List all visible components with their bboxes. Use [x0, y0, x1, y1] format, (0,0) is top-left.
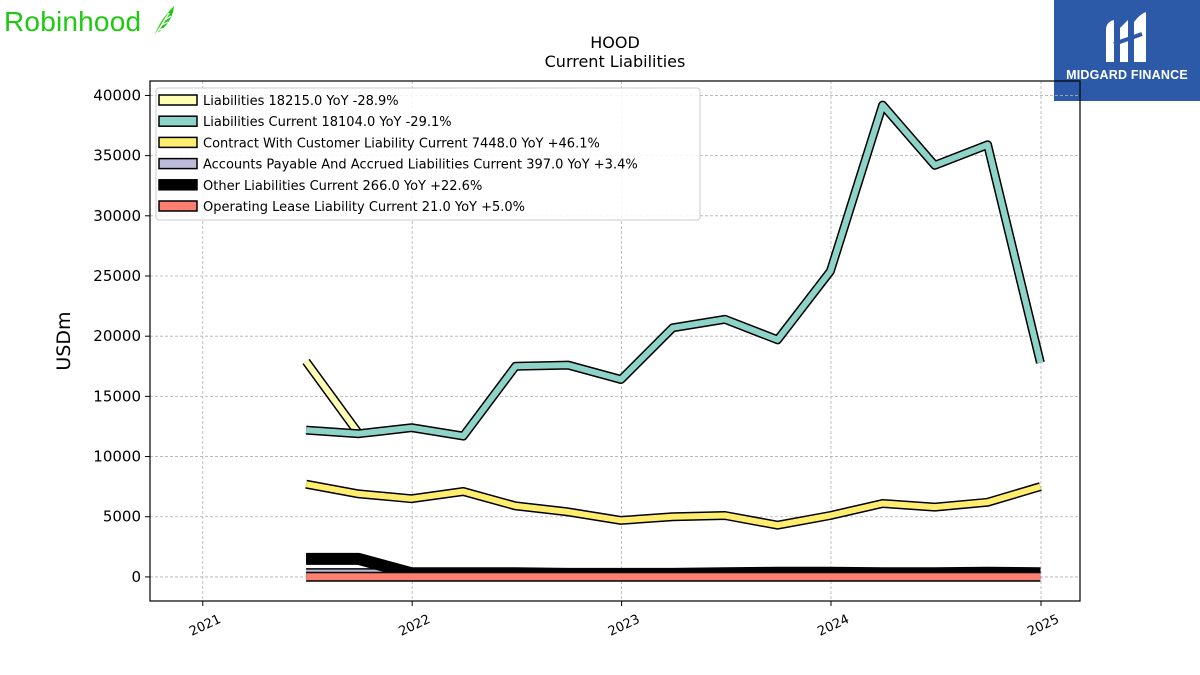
- series-line-2: [305, 481, 1042, 529]
- y-axis-label: USDm: [53, 311, 75, 370]
- legend-swatch-2: [158, 136, 198, 149]
- x-tick-label: 2025: [1025, 612, 1061, 640]
- legend-swatch-3: [158, 157, 198, 170]
- legend-label-0: Liabilities 18215.0 YoY -28.9%: [203, 94, 399, 109]
- legend-swatch-5: [158, 200, 198, 212]
- y-tick-label: 5000: [103, 508, 141, 526]
- legend-swatch-4: [158, 179, 198, 191]
- legend-label-4: Other Liabilities Current 266.0 YoY +22.…: [203, 179, 482, 194]
- legend-label-2: Contract With Customer Liability Current…: [203, 136, 600, 151]
- x-tick-label: 2024: [815, 612, 851, 640]
- x-tick-label: 2023: [606, 612, 642, 640]
- chart-title: HOOD: [590, 33, 640, 52]
- y-tick-label: 40000: [93, 86, 141, 104]
- x-tick-label: 2021: [187, 612, 223, 640]
- feather-icon: [152, 6, 175, 40]
- legend-swatch-0: [158, 94, 198, 106]
- series-line-1: [305, 102, 1044, 440]
- y-tick-label: 30000: [93, 207, 141, 225]
- legend-label-1: Liabilities Current 18104.0 YoY -29.1%: [203, 115, 452, 130]
- y-tick-label: 25000: [93, 267, 141, 285]
- robinhood-logo: Robinhood: [4, 2, 177, 42]
- y-tick-label: 35000: [93, 147, 141, 165]
- midgard-mark-icon: [1106, 12, 1146, 62]
- y-tick-label: 10000: [93, 448, 141, 466]
- partner-logo-text: MIDGARD FINANCE: [1066, 68, 1188, 82]
- x-tick-label: 2022: [397, 612, 433, 640]
- series-line-4: [306, 554, 1041, 579]
- y-tick-label: 15000: [93, 387, 141, 405]
- plot-frame: [149, 80, 1081, 602]
- legend-swatch-1: [158, 115, 198, 127]
- y-tick-label: 0: [131, 568, 141, 586]
- legend-label-5: Operating Lease Liability Current 21.0 Y…: [203, 200, 525, 215]
- series-line-0: [303, 359, 362, 436]
- midgard-finance-logo: MIDGARD FINANCE: [1054, 0, 1200, 101]
- y-tick-label: 20000: [93, 327, 141, 345]
- brand-name: Robinhood: [4, 6, 142, 37]
- legend-label-3: Accounts Payable And Accrued Liabilities…: [203, 158, 638, 173]
- chart-subtitle: Current Liabilities: [544, 52, 686, 71]
- legend-box: [155, 87, 701, 221]
